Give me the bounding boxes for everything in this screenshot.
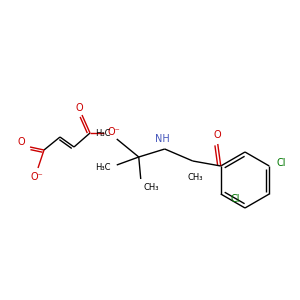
Text: H₃C: H₃C — [95, 164, 110, 172]
Text: Cl: Cl — [230, 194, 239, 204]
Text: CH₃: CH₃ — [143, 182, 158, 191]
Text: Cl: Cl — [277, 158, 286, 168]
Text: CH₃: CH₃ — [187, 172, 203, 182]
Text: NH: NH — [155, 134, 170, 144]
Text: O⁻: O⁻ — [108, 127, 120, 137]
Text: O: O — [75, 103, 83, 113]
Text: O⁻: O⁻ — [31, 172, 44, 182]
Text: O: O — [214, 130, 222, 140]
Text: H₃C: H₃C — [95, 128, 110, 137]
Text: O: O — [17, 137, 25, 147]
